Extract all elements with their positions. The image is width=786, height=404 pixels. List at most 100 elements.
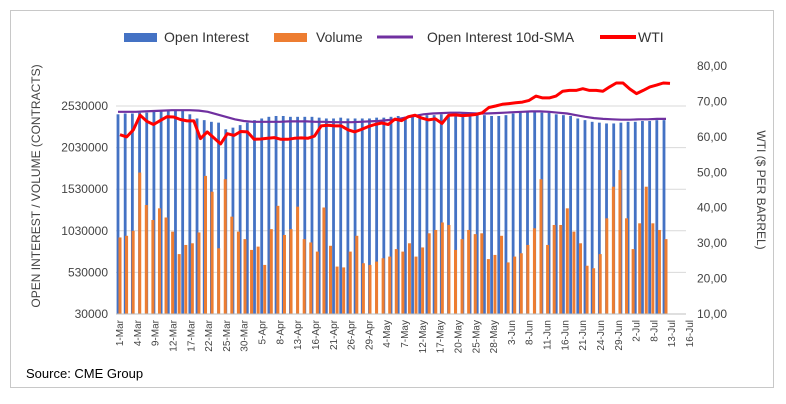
- open-interest-bar: [174, 110, 177, 314]
- open-interest-bar: [253, 120, 256, 314]
- x-tick-label: 8-Apr: [275, 319, 286, 344]
- open-interest-bar: [633, 121, 637, 314]
- open-interest-bar: [569, 115, 573, 314]
- open-interest-bar: [576, 118, 580, 314]
- volume-bar: [414, 256, 418, 314]
- open-interest-bar: [281, 115, 285, 314]
- volume-bar: [467, 229, 471, 314]
- bars-layer: [116, 110, 668, 314]
- open-interest-bar: [504, 115, 508, 314]
- open-interest-bar: [518, 112, 522, 314]
- volume-bar: [453, 249, 457, 314]
- open-interest-bar: [217, 122, 220, 314]
- open-interest-bar: [346, 118, 350, 314]
- volume-bar: [138, 172, 142, 314]
- x-tick-label: 4-May: [382, 320, 393, 348]
- y-tick-label: 2030000: [61, 141, 108, 155]
- open-interest-bar: [375, 117, 379, 314]
- volume-bar: [329, 245, 333, 314]
- volume-bar: [375, 261, 379, 314]
- volume-bar: [197, 232, 201, 314]
- volume-bar: [151, 219, 155, 314]
- x-tick-label: 21-Apr: [329, 319, 340, 350]
- volume-bar: [460, 239, 464, 314]
- volume-bar: [572, 231, 576, 314]
- volume-bar: [263, 264, 267, 314]
- y2-axis-title: WTI ($ PER BARREL): [754, 130, 768, 249]
- legend-swatch: [274, 33, 307, 42]
- open-interest-bar: [655, 120, 659, 314]
- open-interest-bar: [418, 115, 422, 314]
- x-tick-label: 12-May: [418, 320, 429, 353]
- volume-bar: [427, 233, 431, 314]
- legend-item: Open Interest: [124, 29, 249, 45]
- open-interest-bar: [166, 110, 170, 314]
- y-tick-label: 1030000: [61, 224, 108, 238]
- open-interest-bar: [482, 115, 486, 314]
- open-interest-bar: [490, 115, 493, 314]
- volume-bar: [236, 231, 240, 314]
- volume-bar: [184, 244, 188, 314]
- open-interest-bar: [597, 122, 601, 314]
- x-tick-label: 9-Mar: [151, 319, 162, 346]
- volume-bar: [368, 264, 372, 314]
- lines-layer: [118, 81, 671, 146]
- volume-bar: [611, 186, 615, 314]
- y-tick-label: 2530000: [61, 99, 108, 113]
- open-interest-bar: [289, 116, 292, 314]
- y2-tick-label: 10,00: [697, 307, 727, 321]
- x-tick-label: 30-Mar: [240, 319, 251, 351]
- y2-tick-label: 30,00: [697, 236, 727, 250]
- y2-tick-label: 60,00: [697, 130, 727, 144]
- open-interest-bar: [324, 118, 328, 314]
- y2-tick-label: 50,00: [697, 165, 727, 179]
- volume-bar: [519, 253, 523, 314]
- volume-bar: [164, 217, 168, 314]
- volume-bar: [631, 249, 635, 314]
- x-tick-label: 2-Jul: [632, 320, 643, 342]
- chart-frame: [10, 10, 774, 388]
- volume-bar: [440, 222, 444, 314]
- volume-bar: [651, 223, 655, 314]
- volume-bar: [342, 267, 346, 314]
- wti-line: [119, 81, 671, 146]
- open-interest-bar: [130, 113, 134, 314]
- volume-bar: [315, 251, 319, 314]
- volume-bar: [657, 229, 661, 314]
- x-tick-label: 16-Jun: [560, 320, 571, 351]
- x-tick-label: 13-Jul: [667, 320, 678, 347]
- volume-bar: [177, 254, 181, 314]
- open-interest-bar: [461, 113, 465, 314]
- open-interest-bar: [641, 120, 644, 314]
- open-interest-bar: [260, 118, 264, 314]
- x-tick-label: 4-Mar: [133, 319, 144, 346]
- open-interest-bar: [590, 121, 594, 314]
- x-tick-label: 3-Jun: [507, 320, 518, 345]
- open-interest-bar: [403, 116, 407, 314]
- volume-bar: [131, 230, 135, 314]
- volume-bar: [269, 229, 273, 314]
- legend-label: Volume: [316, 29, 363, 45]
- open-interest-bar: [662, 120, 666, 314]
- open-interest-bar: [583, 120, 587, 314]
- x-tick-label: 29-Jun: [614, 320, 625, 351]
- volume-bar: [302, 239, 306, 314]
- volume-bar: [223, 179, 227, 314]
- volume-bar: [546, 244, 550, 314]
- volume-bar: [335, 266, 339, 314]
- y2-tick-label: 20,00: [697, 272, 727, 286]
- legend-item: Open Interest 10d-SMA: [377, 29, 575, 45]
- legend: Open Interest Volume Open Interest 10d-SMA…: [124, 29, 664, 45]
- open-interest-bar: [547, 112, 551, 314]
- volume-bar: [625, 218, 629, 314]
- open-interest-bar: [317, 117, 321, 314]
- x-tick-label: 5-Apr: [258, 319, 269, 344]
- volume-bar: [381, 258, 385, 314]
- volume-bar: [394, 249, 398, 314]
- open-interest-bar: [425, 115, 429, 314]
- volume-bar: [243, 239, 247, 314]
- open-interest-bar: [353, 118, 357, 314]
- source-label: Source: CME Group: [26, 366, 144, 381]
- volume-bar: [565, 208, 569, 314]
- open-interest-bar: [360, 118, 364, 314]
